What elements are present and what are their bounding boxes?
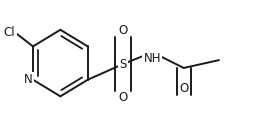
Text: Cl: Cl	[4, 26, 15, 39]
Text: N: N	[24, 73, 33, 86]
Text: O: O	[118, 24, 128, 37]
Text: O: O	[179, 82, 188, 95]
Text: O: O	[118, 91, 128, 104]
Text: NH: NH	[144, 52, 161, 65]
Text: S: S	[119, 58, 127, 70]
